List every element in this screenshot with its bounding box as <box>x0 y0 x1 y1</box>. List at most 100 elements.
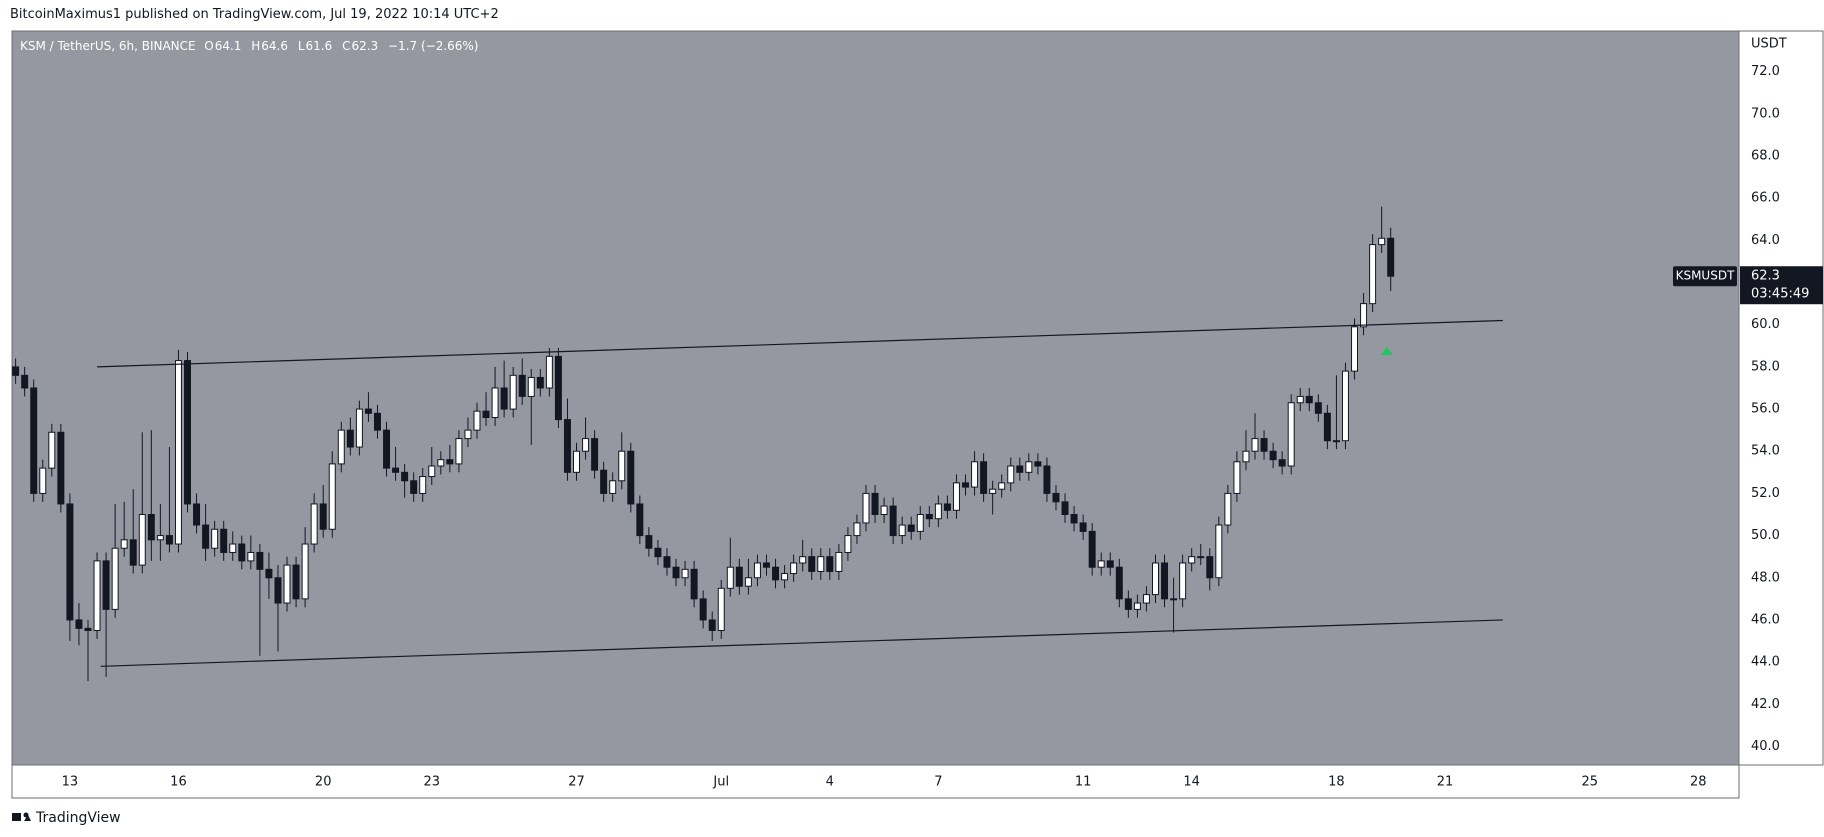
candle-body <box>1378 237 1386 246</box>
y-tick-label: 56.0 <box>1751 402 1780 417</box>
candle-body <box>1124 598 1132 610</box>
candle-body <box>156 535 164 541</box>
symbol-badge <box>1673 266 1737 287</box>
legend-title: KSM / TetherUS, 6h, BINANCE <box>20 39 196 53</box>
legend-label: O <box>204 39 214 53</box>
candle-body <box>111 547 119 610</box>
x-tick-label: 20 <box>315 775 332 790</box>
candle-body <box>943 503 951 511</box>
candle-body <box>1052 492 1060 503</box>
candle-body <box>690 568 698 600</box>
candle-body <box>247 551 255 562</box>
candle-body <box>1233 461 1241 494</box>
candle-body <box>392 467 400 473</box>
candle-body <box>1341 370 1349 442</box>
candle-body <box>1197 556 1205 559</box>
candle-body <box>238 543 246 562</box>
x-tick-label: 16 <box>170 775 187 790</box>
candle-body <box>1133 602 1141 610</box>
candle-body <box>473 410 481 431</box>
candle-body <box>138 513 146 566</box>
candle-body <box>636 503 644 537</box>
y-tick-label: 64.0 <box>1751 233 1780 248</box>
candle-body <box>147 513 155 541</box>
candle-body <box>229 543 237 553</box>
candle-body <box>482 410 490 419</box>
candle-body <box>582 438 590 452</box>
candle-body <box>1179 562 1187 600</box>
candle-body <box>645 535 653 549</box>
candle-body <box>129 539 137 566</box>
candle-body <box>93 560 101 631</box>
footer-brand: TradingView <box>36 810 121 826</box>
candle-body <box>536 376 544 389</box>
y-tick-label: 42.0 <box>1751 697 1780 712</box>
y-tick-label: 66.0 <box>1751 191 1780 206</box>
candle-body <box>500 387 508 410</box>
candle-body <box>337 429 345 465</box>
candle-body <box>545 355 553 389</box>
candle-body <box>844 535 852 553</box>
candle-body <box>509 374 517 410</box>
candle-body <box>446 459 454 465</box>
x-tick-label: 27 <box>568 775 585 790</box>
candle-body <box>66 503 74 621</box>
candle-body <box>1332 440 1340 443</box>
candle-body <box>1043 465 1051 494</box>
symbol-badge-text: KSMUSDT <box>1676 269 1735 283</box>
trendline <box>97 319 1503 368</box>
candle-body <box>934 503 942 520</box>
candle-body <box>916 513 924 532</box>
candle-body <box>383 429 391 469</box>
candle-body <box>437 459 445 467</box>
candle-body <box>663 556 671 568</box>
candle-body <box>518 374 526 397</box>
axis-unit: USDT <box>1751 37 1787 52</box>
candle-body <box>455 438 463 465</box>
x-tick-label: Jul <box>712 775 729 790</box>
candle-body <box>1161 562 1169 600</box>
candle-body <box>826 556 834 572</box>
candle-body <box>772 566 780 581</box>
candle-body <box>618 450 626 482</box>
candle-body <box>1224 492 1232 526</box>
candle-body <box>30 387 38 494</box>
candle-body <box>202 524 210 549</box>
x-tick-label: 4 <box>826 775 834 790</box>
candle-body <box>355 408 363 448</box>
x-tick-label: 7 <box>934 775 942 790</box>
price-badge-text: 62.3 <box>1751 269 1780 284</box>
candle-body <box>1287 402 1295 467</box>
y-tick-label: 52.0 <box>1751 486 1780 501</box>
y-tick-label: 68.0 <box>1751 149 1780 164</box>
candle-body <box>12 366 20 376</box>
y-tick-label: 72.0 <box>1751 64 1780 79</box>
legend-label: C <box>342 39 351 53</box>
candle-body <box>889 505 897 537</box>
candle-body <box>591 438 599 471</box>
legend-value: 62.3 <box>351 39 379 53</box>
legend-label: L <box>297 39 305 53</box>
candle-body <box>292 564 300 600</box>
candle-body <box>428 465 436 478</box>
candle-body <box>174 360 182 545</box>
candle-body <box>563 419 571 473</box>
candle-body <box>120 539 128 549</box>
arrow-icon <box>1381 347 1393 355</box>
candle-body <box>48 431 56 469</box>
logo <box>12 812 31 821</box>
candle-body <box>1206 556 1214 579</box>
x-tick-label: 28 <box>1690 775 1707 790</box>
legend-value: 64.6 <box>261 39 288 53</box>
candle-body <box>1260 438 1268 452</box>
candle-body <box>373 412 381 431</box>
candle-body <box>1079 522 1087 532</box>
candle-body <box>1305 395 1313 404</box>
candle-body <box>1369 244 1377 305</box>
candle-body <box>672 566 680 579</box>
candle-body <box>527 376 535 397</box>
candle-body <box>274 577 282 604</box>
candle-body <box>1296 395 1304 404</box>
